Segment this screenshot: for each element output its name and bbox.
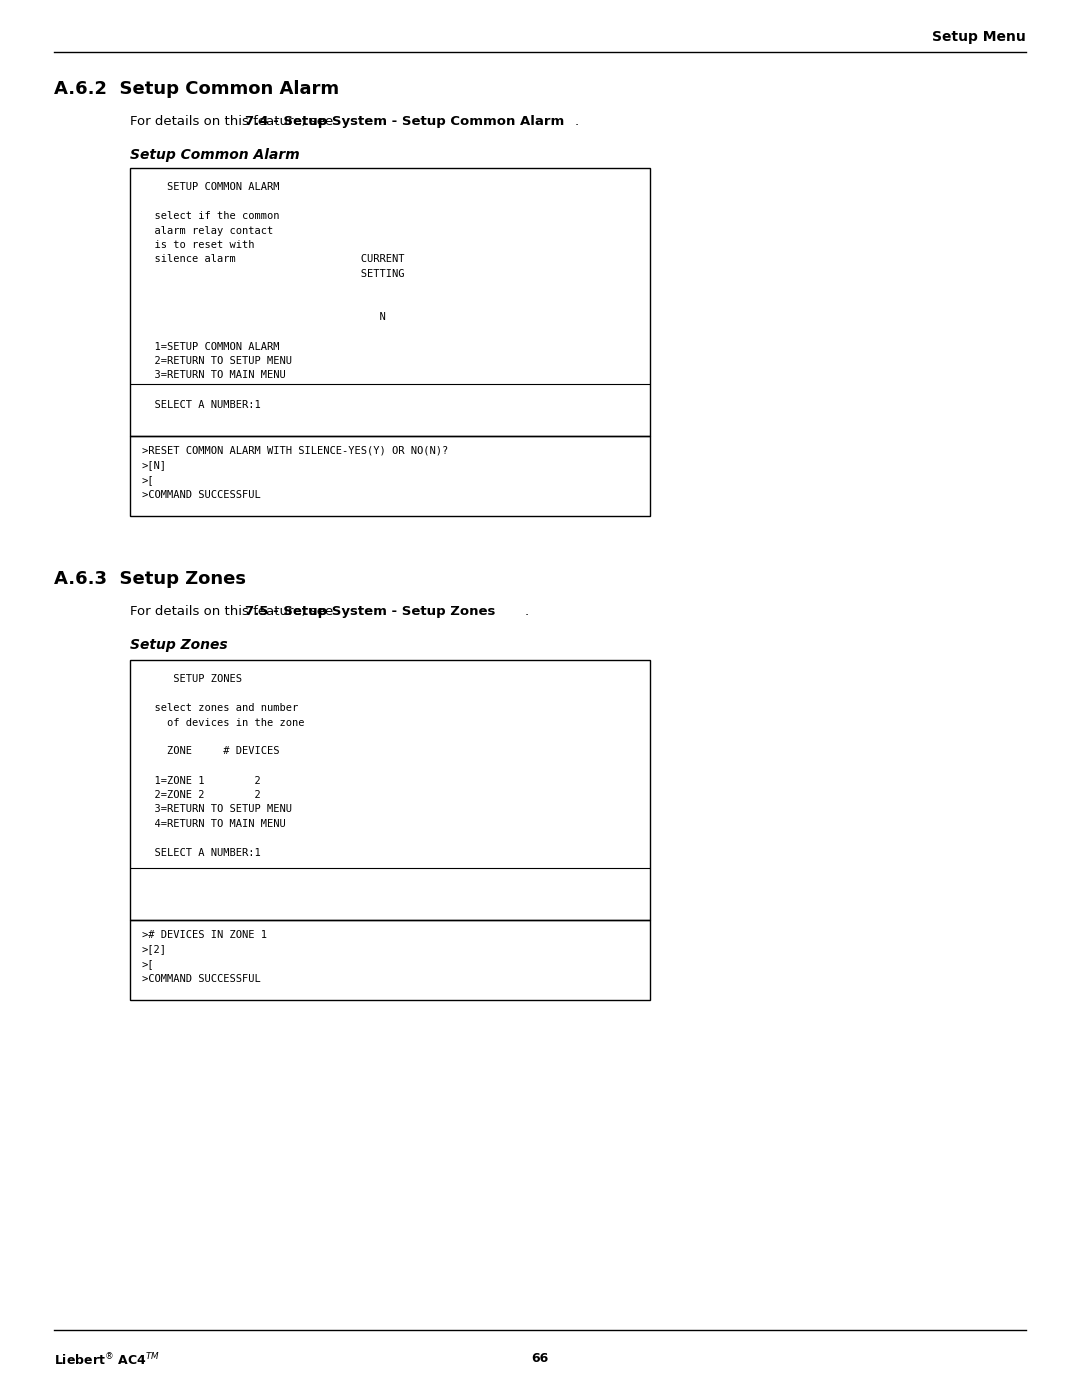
Text: SELECT A NUMBER:1: SELECT A NUMBER:1 (141, 400, 260, 409)
Text: SETUP COMMON ALARM: SETUP COMMON ALARM (141, 182, 280, 191)
Text: Liebert$^\circledR$ AC4$^{TM}$: Liebert$^\circledR$ AC4$^{TM}$ (54, 1352, 160, 1369)
Text: N: N (141, 313, 386, 323)
Text: >COMMAND SUCCESSFUL: >COMMAND SUCCESSFUL (141, 489, 260, 500)
Text: 66: 66 (531, 1352, 549, 1365)
Text: >[: >[ (141, 958, 154, 970)
Text: Setup Common Alarm: Setup Common Alarm (130, 148, 300, 162)
Text: is to reset with: is to reset with (141, 240, 255, 250)
Text: SELECT A NUMBER:1: SELECT A NUMBER:1 (141, 848, 260, 858)
Text: >[N]: >[N] (141, 461, 167, 471)
Text: For details on this feature, see: For details on this feature, see (130, 115, 337, 129)
Text: 3=RETURN TO MAIN MENU: 3=RETURN TO MAIN MENU (141, 370, 286, 380)
Text: ZONE     # DEVICES: ZONE # DEVICES (141, 746, 280, 757)
Text: 1=SETUP COMMON ALARM: 1=SETUP COMMON ALARM (141, 341, 280, 352)
Text: select zones and number: select zones and number (141, 703, 298, 712)
Text: Setup Menu: Setup Menu (932, 29, 1026, 43)
Text: silence alarm                    CURRENT: silence alarm CURRENT (141, 254, 405, 264)
Text: >[2]: >[2] (141, 944, 167, 954)
Text: SETTING: SETTING (141, 270, 405, 279)
Text: A.6.2  Setup Common Alarm: A.6.2 Setup Common Alarm (54, 80, 339, 98)
Text: 3=RETURN TO SETUP MENU: 3=RETURN TO SETUP MENU (141, 805, 292, 814)
Text: 7.5 - Setup System - Setup Zones: 7.5 - Setup System - Setup Zones (245, 605, 496, 617)
Text: >RESET COMMON ALARM WITH SILENCE-YES(Y) OR NO(N)?: >RESET COMMON ALARM WITH SILENCE-YES(Y) … (141, 446, 448, 455)
Text: 2=ZONE 2        2: 2=ZONE 2 2 (141, 789, 260, 800)
Text: .: . (575, 115, 579, 129)
Text: .: . (525, 605, 529, 617)
Text: SETUP ZONES: SETUP ZONES (141, 673, 242, 685)
Text: 2=RETURN TO SETUP MENU: 2=RETURN TO SETUP MENU (141, 356, 292, 366)
Text: For details on this feature, see: For details on this feature, see (130, 605, 337, 617)
Text: >[: >[ (141, 475, 154, 485)
Text: >COMMAND SUCCESSFUL: >COMMAND SUCCESSFUL (141, 974, 260, 983)
Text: 4=RETURN TO MAIN MENU: 4=RETURN TO MAIN MENU (141, 819, 286, 828)
Text: select if the common: select if the common (141, 211, 280, 221)
Text: A.6.3  Setup Zones: A.6.3 Setup Zones (54, 570, 246, 588)
Text: of devices in the zone: of devices in the zone (141, 718, 305, 728)
Text: Setup Zones: Setup Zones (130, 638, 228, 652)
Text: alarm relay contact: alarm relay contact (141, 225, 273, 236)
Text: 7.4 - Setup System - Setup Common Alarm: 7.4 - Setup System - Setup Common Alarm (245, 115, 564, 129)
Text: 1=ZONE 1        2: 1=ZONE 1 2 (141, 775, 260, 785)
Text: ># DEVICES IN ZONE 1: ># DEVICES IN ZONE 1 (141, 930, 267, 940)
